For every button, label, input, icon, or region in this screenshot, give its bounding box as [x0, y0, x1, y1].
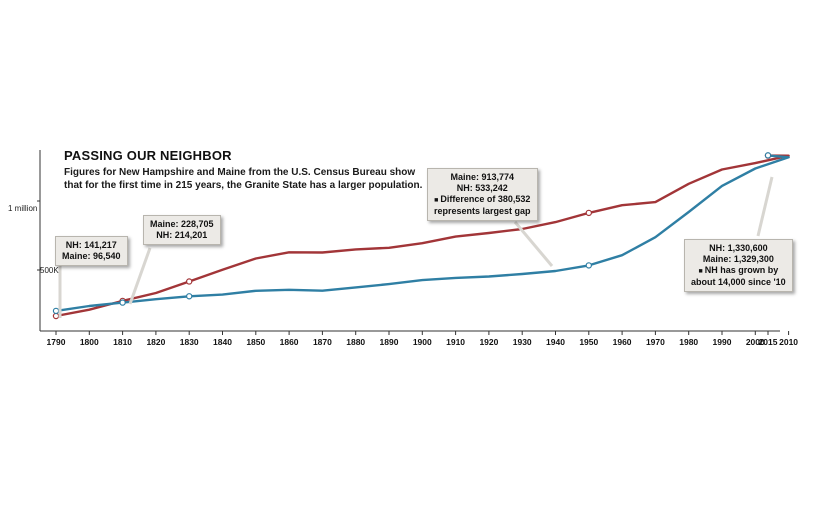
chart-title: PASSING OUR NEIGHBOR	[64, 148, 232, 163]
x-tick-label: 1980	[679, 337, 698, 347]
callout-1790: NH: 141,217 Maine: 96,540	[55, 236, 128, 266]
callout-line: Maine: 96,540	[62, 251, 121, 261]
x-tick-label: 1990	[713, 337, 732, 347]
callout-line: about 14,000 since '10	[691, 277, 786, 287]
data-point-nh-1790	[52, 307, 60, 315]
series-line-maine	[55, 154, 790, 318]
x-tick-label: 1820	[146, 337, 165, 347]
x-tick-label: 1880	[346, 337, 365, 347]
y-tick-label-1m: 1 million	[8, 204, 38, 213]
callout-1810: Maine: 228,705 NH: 214,201	[143, 215, 221, 245]
data-point-nh-1830	[185, 293, 193, 300]
chart-subtitle: Figures for New Hampshire and Maine from…	[64, 167, 423, 191]
x-tick-label: 1800	[80, 337, 99, 347]
x-tick-label: 1920	[479, 337, 498, 347]
data-point-maine-1830	[185, 278, 193, 285]
callout-1950: Maine: 913,774 NH: 533,242 Difference of…	[427, 168, 538, 221]
callout-line: Difference of 380,532	[434, 194, 531, 206]
callout-pointer	[756, 176, 774, 237]
x-tick-label: 2010	[779, 337, 798, 347]
callout-line: Maine: 1,329,300	[702, 254, 774, 264]
x-tick-label: 1850	[246, 337, 265, 347]
x-tick-label: 1970	[646, 337, 665, 347]
callout-line: NH: 214,201	[156, 230, 208, 240]
callout-line: NH: 141,217	[65, 240, 117, 250]
series-line-nh	[55, 154, 790, 313]
callout-line: represents largest gap	[434, 206, 531, 216]
x-tick-label: 1900	[413, 337, 432, 347]
callout-line: Maine: 913,774	[450, 172, 515, 182]
x-tick-label: 1870	[313, 337, 332, 347]
callout-pointer	[128, 247, 152, 305]
x-tick-label: 1960	[613, 337, 632, 347]
data-point-maine-1790	[52, 312, 60, 320]
x-tick-label: 1860	[280, 337, 299, 347]
x-tick-label: 2000	[746, 337, 765, 347]
x-tick-label: 1830	[180, 337, 199, 347]
callout-2015: NH: 1,330,600 Maine: 1,329,300 NH has gr…	[684, 239, 793, 292]
x-tick-label: 2015	[759, 337, 778, 347]
x-tick-label: 1840	[213, 337, 232, 347]
callout-line: NH: 533,242	[456, 183, 508, 193]
callout-line: Maine: 228,705	[150, 219, 214, 229]
callout-pointer	[513, 221, 554, 267]
x-tick-label: 1790	[47, 337, 66, 347]
x-tick-label: 1810	[113, 337, 132, 347]
data-point-nh-1950	[585, 262, 593, 269]
x-tick-label: 1910	[446, 337, 465, 347]
x-tick-label: 1940	[546, 337, 565, 347]
data-point-nh-2015	[764, 152, 772, 159]
callout-line: NH: 1,330,600	[709, 243, 768, 253]
data-point-nh-1810	[119, 299, 126, 306]
x-tick-label: 1950	[579, 337, 598, 347]
data-point-maine-1950	[585, 209, 593, 217]
x-tick-label: 1930	[513, 337, 532, 347]
y-tick-label-500k: 500K	[40, 266, 59, 275]
callout-line: NH has grown by	[691, 265, 786, 277]
x-tick-label: 1890	[380, 337, 399, 347]
